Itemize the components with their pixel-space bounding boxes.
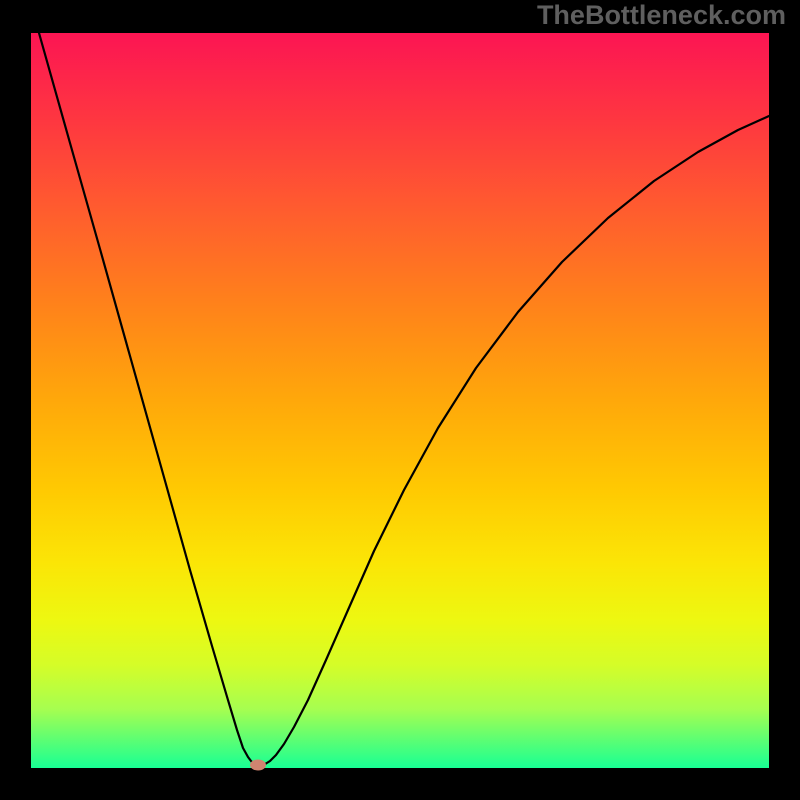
bottleneck-curve-svg [0,0,800,800]
bottleneck-curve-path [39,33,769,766]
optimal-point-marker [250,760,266,771]
